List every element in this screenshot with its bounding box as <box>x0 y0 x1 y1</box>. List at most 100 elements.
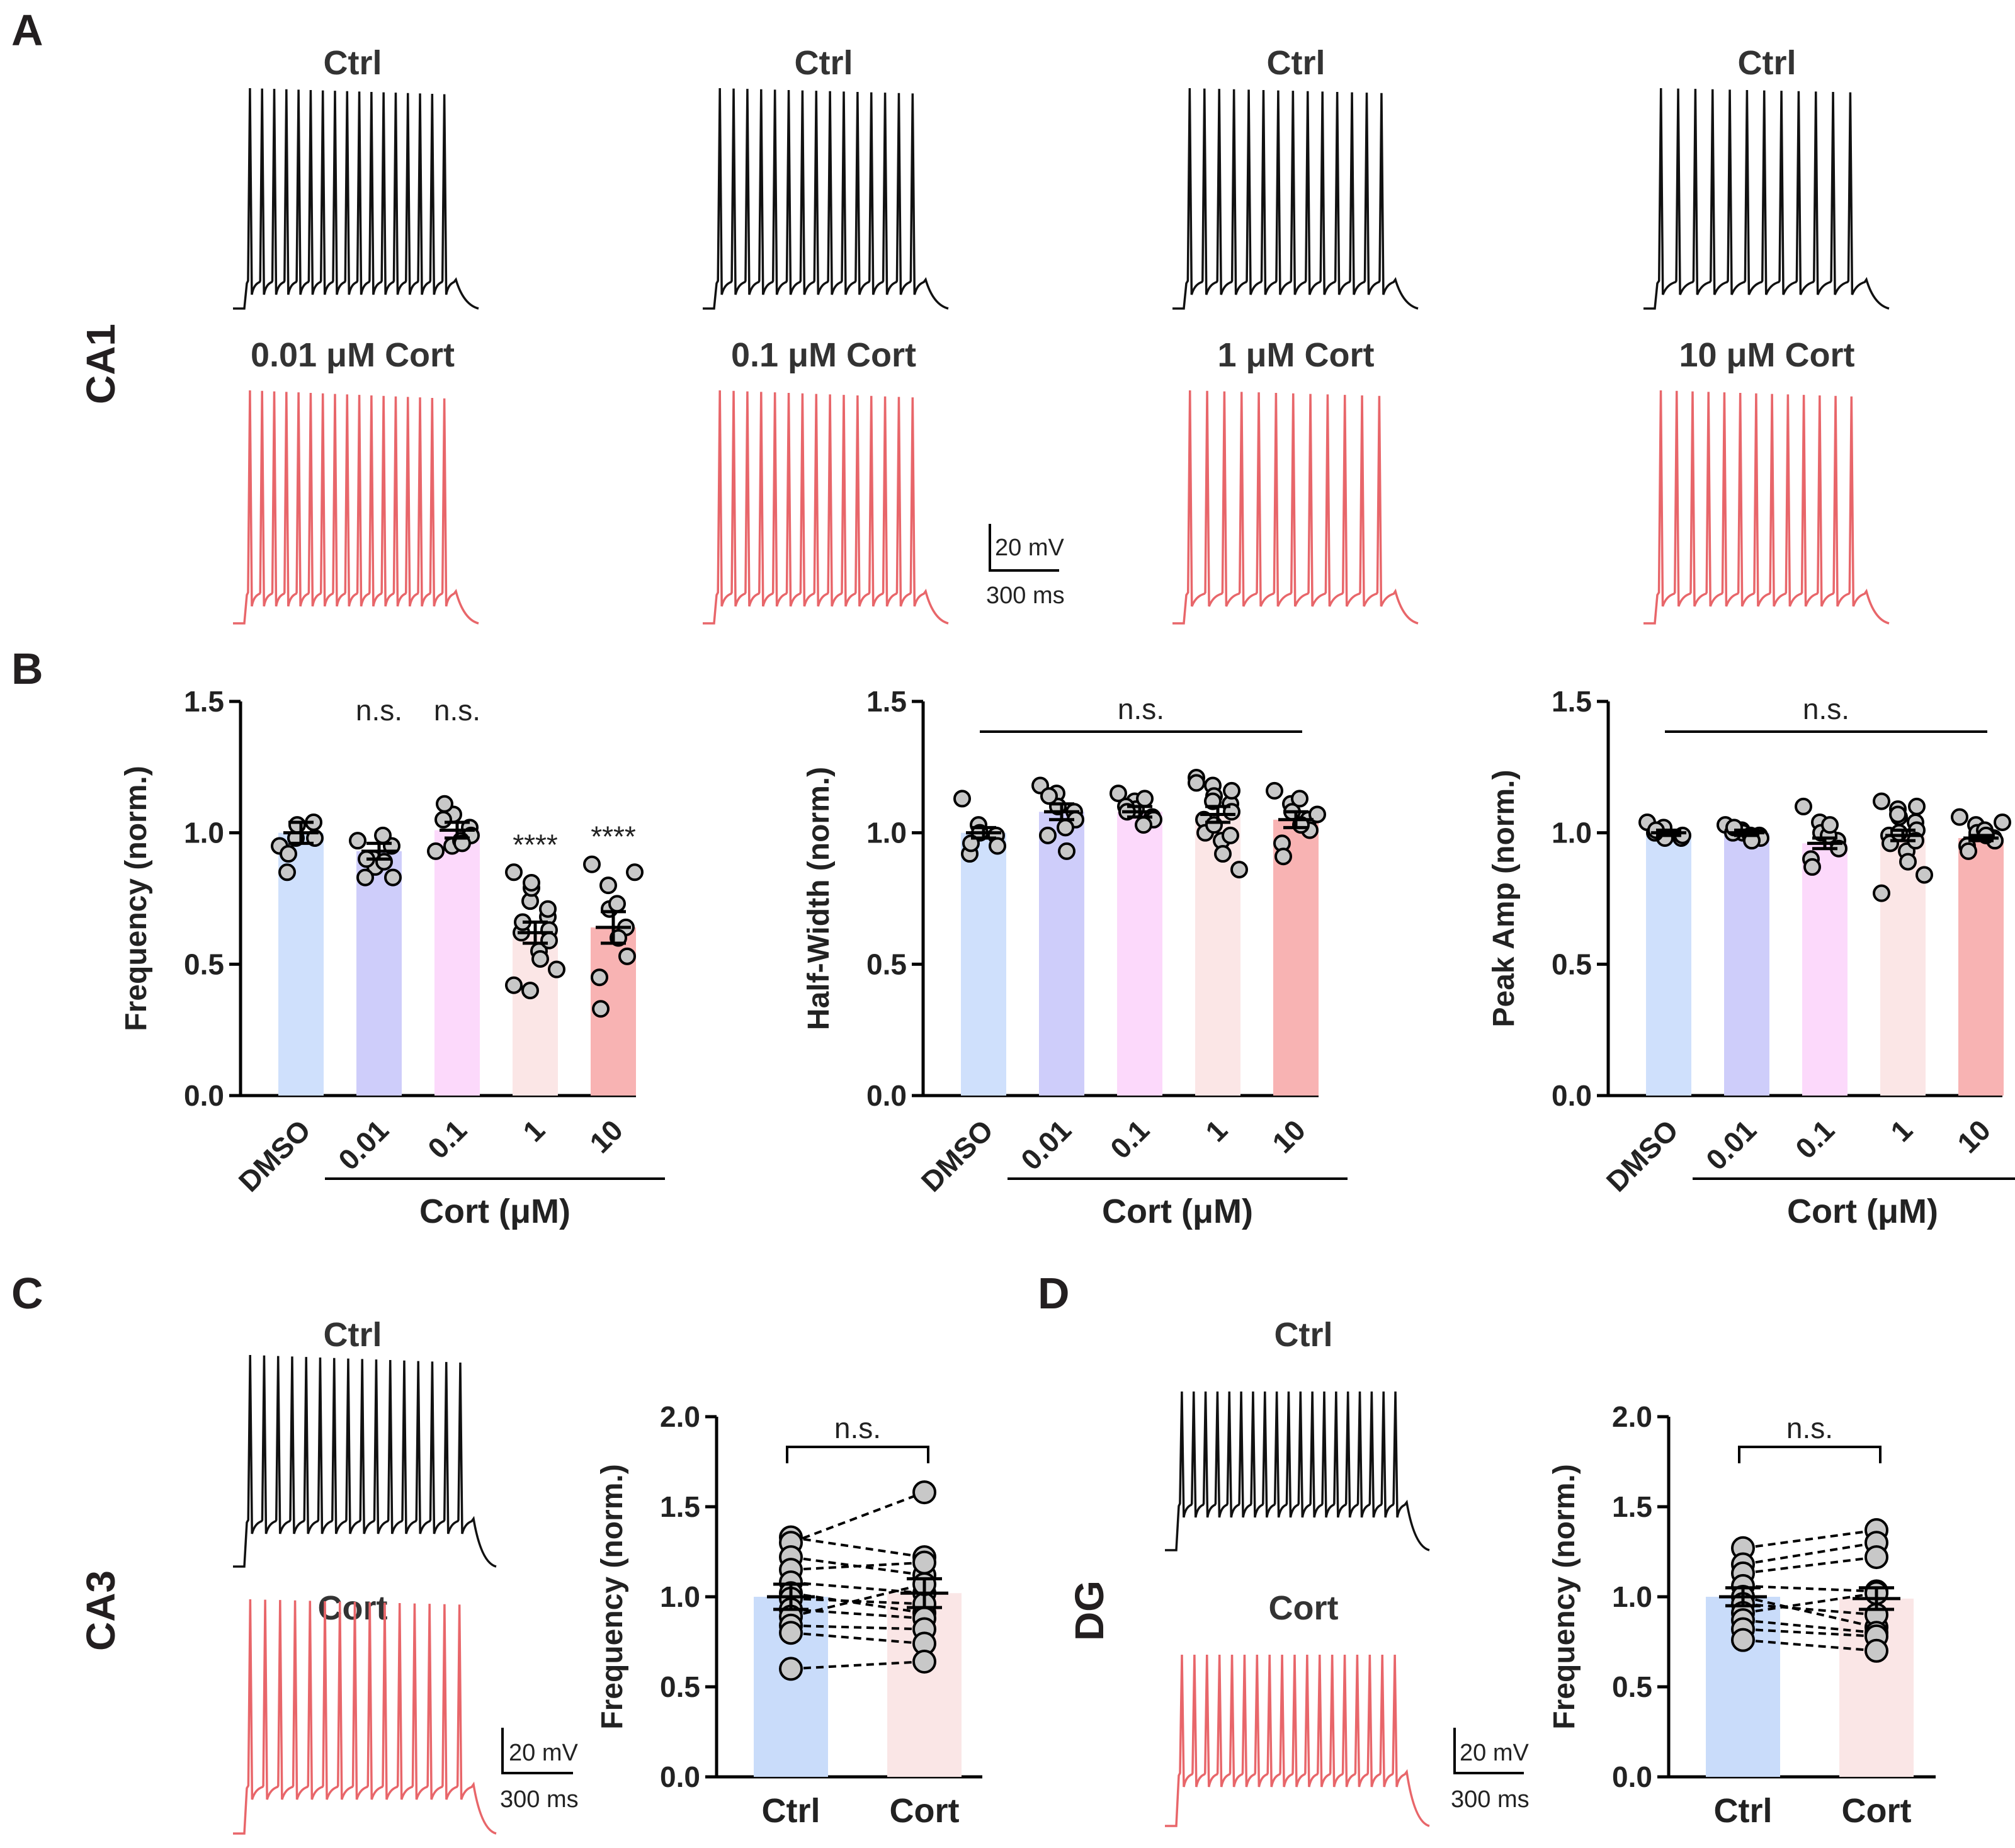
data-point <box>505 863 523 881</box>
x-tick-label: 1 <box>1884 1113 1919 1148</box>
significance-bracket <box>1738 1446 1882 1463</box>
y-tick-label: 0.0 <box>660 1760 700 1793</box>
data-point <box>1291 790 1308 808</box>
significance-label: n.s. <box>1118 693 1164 725</box>
x-tick-label: 10 <box>1266 1113 1312 1159</box>
data-point <box>521 982 539 1000</box>
region-label-ca1: CA1 <box>78 324 123 404</box>
y-tick-label: 0.0 <box>1552 1079 1592 1112</box>
trace-cort-1 <box>1172 390 1419 625</box>
data-point <box>1731 1628 1755 1652</box>
trace-cort-10 <box>1643 390 1890 625</box>
data-point <box>531 950 549 968</box>
y-tick-label: 0.5 <box>866 948 907 980</box>
error-bar <box>596 910 631 945</box>
x-tick-label: 0.1 <box>1104 1113 1155 1165</box>
data-point <box>384 868 402 887</box>
pair-line <box>1742 1638 1877 1652</box>
data-point <box>1223 781 1240 800</box>
x-tick-label: DMSO <box>232 1113 317 1198</box>
trace-ca3-cort <box>233 1599 497 1835</box>
data-point <box>1889 805 1907 824</box>
trace-ctrl-1 <box>233 88 479 310</box>
data-point <box>540 931 558 950</box>
data-point <box>1039 826 1057 844</box>
data-point <box>1960 842 1977 860</box>
bar-0.01 <box>356 851 402 1096</box>
trace-title-dg-cort: Cort <box>1269 1589 1339 1627</box>
data-point <box>505 976 523 994</box>
data-point <box>912 1550 936 1575</box>
error-bar <box>1200 805 1235 824</box>
scale-bar-c <box>501 1728 573 1774</box>
data-point <box>1135 816 1152 834</box>
error-bar <box>1719 1586 1767 1607</box>
bar-0.1 <box>1117 812 1162 1096</box>
data-point <box>280 845 297 863</box>
scale-ms-a: 300 ms <box>986 582 1065 609</box>
y-tick-label: 1.0 <box>1612 1580 1652 1613</box>
data-point <box>548 960 565 978</box>
trace-title-cort-1: 1 μM Cort <box>1217 336 1374 374</box>
pair-line <box>790 1581 925 1595</box>
x-tick-label: Cort <box>890 1792 960 1830</box>
data-point <box>1873 884 1890 902</box>
trace-dg-cort <box>1165 1654 1430 1827</box>
x-tick-label: 0.01 <box>1014 1113 1077 1176</box>
scale-mv-c: 20 mV <box>509 1740 578 1766</box>
error-bar <box>900 1577 948 1609</box>
x-tick-label: 1 <box>1199 1113 1234 1148</box>
group-label: Cort (μM) <box>1787 1193 1938 1230</box>
y-tick-label: 1.5 <box>866 685 907 718</box>
x-tick-label: 0.1 <box>421 1113 473 1165</box>
bar-0.01 <box>1039 812 1084 1096</box>
significance-label: **** <box>513 828 558 861</box>
data-point <box>591 968 608 987</box>
trace-ca3-ctrl <box>233 1354 497 1568</box>
panel-label-d: D <box>1038 1269 1070 1318</box>
x-tick-label: Cort <box>1842 1792 1912 1830</box>
scale-mv-d: 20 mV <box>1460 1740 1529 1766</box>
peak-amp-chart: 0.0 0.5 1.0 1.5 Peak Amp (norm.) DMSO 0.01 0.1 1… <box>1487 685 2015 1230</box>
trace-ctrl-4 <box>1643 88 1890 310</box>
pair-line <box>790 1491 925 1545</box>
data-point <box>1058 842 1076 860</box>
data-point <box>1865 1545 1888 1570</box>
data-point <box>599 876 617 895</box>
x-tick-label: Ctrl <box>1714 1792 1773 1830</box>
error-bar <box>1122 805 1157 819</box>
trace-dg-ctrl <box>1165 1391 1430 1551</box>
data-point <box>779 1621 803 1645</box>
data-point <box>1222 826 1239 844</box>
error-bar <box>1853 1586 1900 1611</box>
error-bar <box>767 1582 815 1611</box>
pair-line <box>1742 1556 1877 1575</box>
y-tick-label: 1.5 <box>1612 1490 1652 1523</box>
pair-line <box>790 1536 925 1559</box>
data-point <box>1110 785 1127 803</box>
x-tick-label: DMSO <box>1600 1113 1684 1198</box>
pair-line <box>1742 1541 1877 1566</box>
bar-10 <box>1958 838 2004 1096</box>
data-point <box>592 1000 610 1018</box>
bar-10 <box>1273 819 1319 1096</box>
data-point <box>989 837 1006 855</box>
region-label-ca3: CA3 <box>78 1570 123 1651</box>
data-point <box>1873 792 1890 810</box>
pair-line <box>790 1624 925 1631</box>
data-point <box>1899 853 1917 871</box>
data-point <box>1803 858 1821 876</box>
trace-title-ctrl-3: Ctrl <box>1267 44 1325 82</box>
pair-line <box>790 1608 925 1620</box>
panel-label-b: B <box>11 644 43 693</box>
data-point <box>1188 774 1205 792</box>
data-point <box>1136 790 1154 808</box>
bar-0.1 <box>434 830 480 1096</box>
scale-ms-d: 300 ms <box>1451 1786 1530 1813</box>
trace-title-cort-001: 0.01 μM Cort <box>251 336 455 374</box>
data-point <box>1821 816 1839 834</box>
data-point <box>1951 808 1968 826</box>
y-tick-label: 2.0 <box>660 1400 700 1433</box>
data-point <box>374 826 392 844</box>
y-tick-label: 1.0 <box>866 817 907 849</box>
